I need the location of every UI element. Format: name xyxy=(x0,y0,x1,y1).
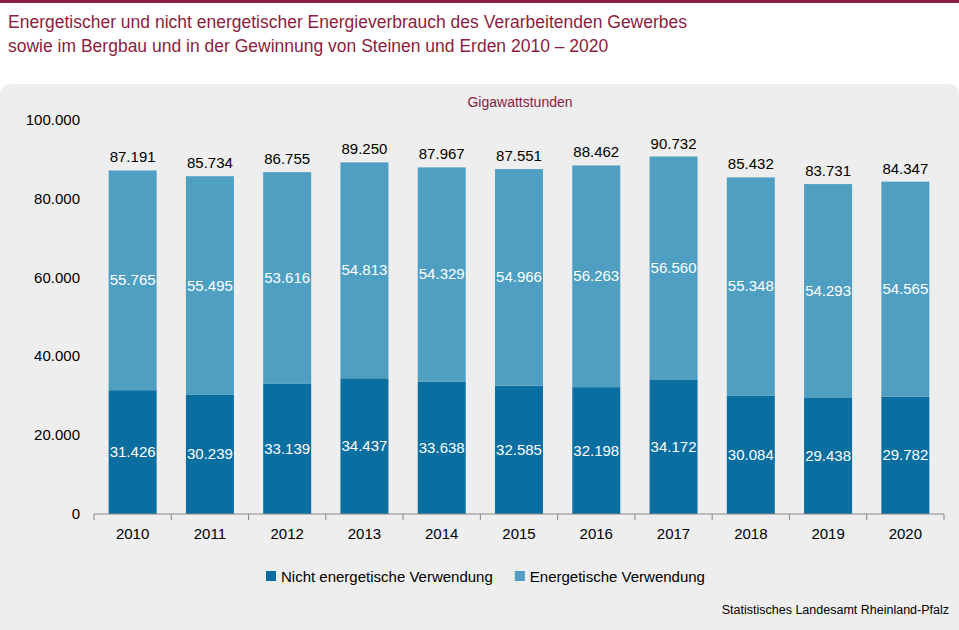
bar-segment xyxy=(727,395,775,514)
title: Energetischer und nicht energetischer En… xyxy=(8,12,687,32)
legend: Nicht energetische Verwendung Energetisch… xyxy=(266,568,705,585)
data-label: 33.139 xyxy=(264,440,310,457)
subtitle: Gigawattstunden xyxy=(467,94,572,110)
legend-swatch xyxy=(515,571,525,581)
bar-segment xyxy=(186,176,234,395)
x-tick-label: 2011 xyxy=(194,525,226,542)
total-label: 88.462 xyxy=(573,143,619,160)
bar-segment xyxy=(650,157,698,380)
top-rule xyxy=(0,0,959,3)
bar-segment xyxy=(109,390,157,514)
bar-segment xyxy=(418,167,466,381)
data-label: 54.329 xyxy=(419,265,465,282)
bar-segment xyxy=(495,169,543,386)
x-tick xyxy=(480,514,481,520)
data-label: 54.293 xyxy=(805,282,851,299)
bar-segment xyxy=(340,378,388,514)
bar-segment xyxy=(804,184,852,398)
x-tick-label: 2020 xyxy=(889,525,922,542)
y-tick-label: 60.000 xyxy=(34,269,80,286)
x-tick-label: 2016 xyxy=(580,525,613,542)
data-label: 54.966 xyxy=(496,268,542,285)
x-tick-label: 2015 xyxy=(502,525,535,542)
bar-segment xyxy=(263,383,311,514)
bar-segment xyxy=(881,182,929,397)
data-label: 30.239 xyxy=(187,445,233,462)
total-label: 86.755 xyxy=(264,150,310,167)
y-tick-label: 80.000 xyxy=(34,190,80,207)
bar-segment xyxy=(727,177,775,395)
data-label: 54.813 xyxy=(342,261,388,278)
total-label: 85.432 xyxy=(728,155,774,172)
data-label: 32.198 xyxy=(573,442,619,459)
chart: Energetischer und nicht energetischer En… xyxy=(0,0,959,630)
x-tick xyxy=(789,514,790,520)
total-label: 87.191 xyxy=(110,148,156,165)
x-tick xyxy=(403,514,404,520)
total-label: 85.734 xyxy=(187,154,233,171)
data-label: 53.616 xyxy=(264,269,310,286)
x-tick-label: 2019 xyxy=(811,525,844,542)
data-label: 29.782 xyxy=(882,446,928,463)
bar-segment xyxy=(650,379,698,514)
bar-segment xyxy=(109,170,157,390)
bar-segment xyxy=(340,162,388,378)
x-tick xyxy=(94,514,95,520)
x-tick-label: 2012 xyxy=(270,525,303,542)
data-label: 29.438 xyxy=(805,447,851,464)
bar-segment xyxy=(186,395,234,514)
legend-label: Nicht energetische Verwendung xyxy=(281,568,493,585)
bar-segment xyxy=(418,381,466,514)
data-label: 56.560 xyxy=(651,259,697,276)
x-tick xyxy=(866,514,867,520)
bar-segment xyxy=(881,397,929,514)
legend-label: Energetische Verwendung xyxy=(530,568,705,585)
x-tick xyxy=(325,514,326,520)
y-tick-label: 20.000 xyxy=(34,426,80,443)
source: Statistisches Landesamt Rheinland-Pfalz xyxy=(722,603,949,617)
total-label: 87.551 xyxy=(496,147,542,164)
total-label: 87.967 xyxy=(419,145,465,162)
legend-swatch xyxy=(266,571,276,581)
x-tick xyxy=(171,514,172,520)
x-tick xyxy=(557,514,558,520)
panel xyxy=(0,84,959,630)
data-label: 55.348 xyxy=(728,277,774,294)
bar-segment xyxy=(804,398,852,514)
bar-segment xyxy=(263,172,311,383)
x-axis xyxy=(94,514,944,515)
bars xyxy=(109,157,930,514)
y-tick-label: 100.000 xyxy=(26,111,80,128)
data-label: 32.585 xyxy=(496,441,542,458)
x-tick xyxy=(944,514,945,520)
x-tick-label: 2014 xyxy=(425,525,458,542)
x-tick-label: 2010 xyxy=(116,525,149,542)
total-label: 90.732 xyxy=(651,135,697,152)
x-tick xyxy=(634,514,635,520)
y-tick-label: 0 xyxy=(72,505,80,522)
x-tick xyxy=(712,514,713,520)
data-label: 54.565 xyxy=(882,280,928,297)
x-tick-label: 2018 xyxy=(734,525,767,542)
bar-segment xyxy=(495,386,543,514)
x-tick xyxy=(248,514,249,520)
total-label: 89.250 xyxy=(342,140,388,157)
labels: 31.426 30.239 33.139 34.437 33.638 32.585 32.1… xyxy=(110,135,929,464)
data-label: 30.084 xyxy=(728,446,774,463)
bar-segment xyxy=(572,165,620,387)
x-tick-label: 2013 xyxy=(348,525,381,542)
data-label: 34.437 xyxy=(342,437,388,454)
data-label: 34.172 xyxy=(651,438,697,455)
data-label: 56.263 xyxy=(573,267,619,284)
data-label: 33.638 xyxy=(419,439,465,456)
data-label: 31.426 xyxy=(110,443,156,460)
y-tick-label: 40.000 xyxy=(34,347,80,364)
x-tick-label: 2017 xyxy=(657,525,690,542)
title: sowie im Bergbau und in der Gewinnung vo… xyxy=(8,36,609,56)
data-label: 55.495 xyxy=(187,277,233,294)
bar-segment xyxy=(572,387,620,514)
data-label: 55.765 xyxy=(110,271,156,288)
total-label: 83.731 xyxy=(805,162,851,179)
total-label: 84.347 xyxy=(882,160,928,177)
